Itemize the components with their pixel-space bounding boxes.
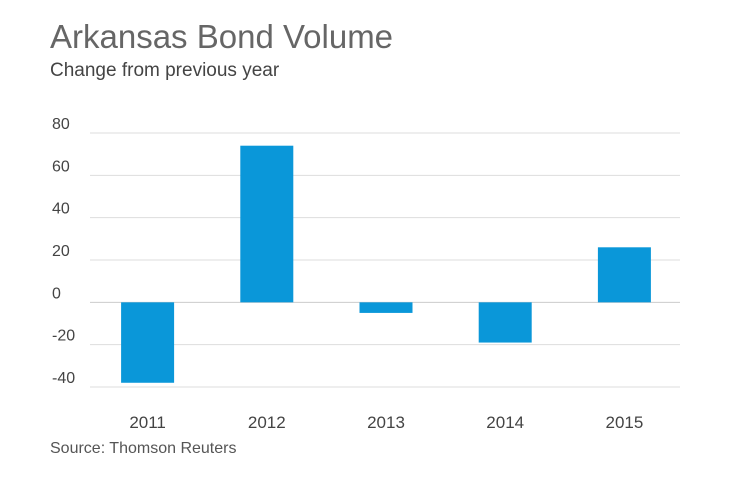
x-tick-label: 2012 xyxy=(248,413,286,432)
x-tick-label: 2014 xyxy=(486,413,524,432)
x-tick-label: 2015 xyxy=(605,413,643,432)
chart-subtitle: Change from previous year xyxy=(50,60,280,81)
y-tick-label: 40 xyxy=(52,201,70,218)
bar-2014 xyxy=(478,302,532,343)
y-tick-label: 60 xyxy=(52,158,70,175)
bar-2011 xyxy=(121,302,175,383)
bar-2012 xyxy=(240,145,294,303)
x-tick-label: 2011 xyxy=(129,413,166,432)
bar-2015 xyxy=(597,247,651,303)
chart-title: Arkansas Bond Volume xyxy=(50,18,394,55)
bar-2013 xyxy=(359,302,413,313)
y-tick-label: -40 xyxy=(52,370,75,387)
y-tick-label: 20 xyxy=(52,243,70,260)
y-tick-label: 80 xyxy=(52,116,70,133)
y-tick-label: 0 xyxy=(52,285,61,302)
x-tick-label: 2013 xyxy=(367,413,405,432)
source-note: Source: Thomson Reuters xyxy=(50,440,237,457)
y-tick-label: -20 xyxy=(52,328,75,345)
